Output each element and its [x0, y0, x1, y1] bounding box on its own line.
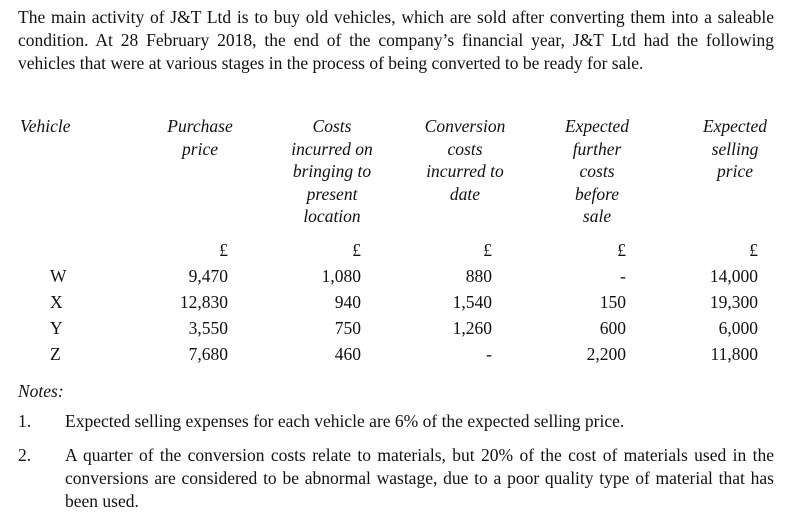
notes-title: Notes:: [18, 381, 64, 401]
cell-w-location: 1,080: [321, 266, 361, 286]
unit-purchase-price: £: [219, 240, 228, 260]
cell-x-further: 150: [599, 292, 626, 312]
header-vehicle: Vehicle: [20, 116, 71, 136]
cell-w-further: -: [620, 266, 626, 286]
note-text: A quarter of the conversion costs relate…: [65, 445, 774, 511]
unit-expected-selling-price: £: [749, 240, 758, 260]
note-number: 1.: [18, 411, 32, 431]
note-2: 2. A quarter of the conversion costs rel…: [18, 444, 774, 513]
unit-expected-further-costs: £: [617, 240, 626, 260]
row-label-z: Z: [50, 344, 61, 364]
cell-z-further: 2,200: [586, 344, 626, 364]
unit-conversion-costs: £: [483, 240, 492, 260]
cell-x-conversion: 1,540: [452, 292, 492, 312]
cell-w-purchase: 9,470: [188, 266, 228, 286]
cell-z-selling: 11,800: [710, 344, 758, 364]
header-conversion-costs: Conversion costs incurred to date: [424, 116, 506, 204]
cell-y-further: 600: [599, 318, 626, 338]
cell-z-location: 460: [334, 344, 361, 364]
cell-z-purchase: 7,680: [188, 344, 228, 364]
header-expected-selling-price: Expected selling price: [702, 116, 768, 181]
intro-paragraph: The main activity of J&T Ltd is to buy o…: [18, 7, 774, 73]
cell-x-location: 940: [334, 292, 361, 312]
cell-w-selling: 14,000: [709, 266, 758, 286]
note-number: 2.: [18, 445, 32, 465]
unit-costs-present-location: £: [352, 240, 361, 260]
cell-w-conversion: 880: [465, 266, 492, 286]
note-text: Expected selling expenses for each vehic…: [65, 411, 625, 431]
cell-y-selling: 6,000: [718, 318, 758, 338]
row-label-y: Y: [50, 318, 63, 338]
header-costs-present-location: Costs incurred on bringing to present lo…: [291, 116, 373, 226]
cell-y-purchase: 3,550: [188, 318, 228, 338]
row-label-w: W: [50, 266, 67, 286]
cell-z-conversion: -: [486, 344, 492, 364]
cell-x-selling: 19,300: [709, 292, 758, 312]
cell-y-location: 750: [334, 318, 361, 338]
header-purchase-price: Purchase price: [167, 116, 233, 159]
cell-x-purchase: 12,830: [179, 292, 228, 312]
note-1: 1. Expected selling expenses for each ve…: [18, 410, 774, 433]
cell-y-conversion: 1,260: [452, 318, 492, 338]
row-label-x: X: [50, 292, 63, 312]
header-expected-further-costs: Expected further costs before sale: [564, 116, 630, 226]
vehicle-table: Vehicle Purchase price Costs incurred on…: [0, 115, 806, 375]
